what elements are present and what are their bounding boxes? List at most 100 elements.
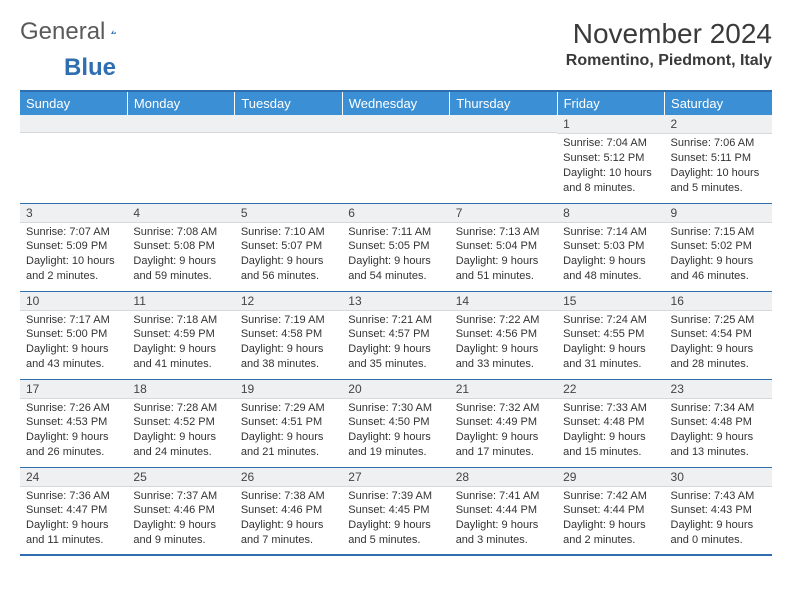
day-data: Sunrise: 7:21 AMSunset: 4:57 PMDaylight:… bbox=[342, 311, 449, 376]
day-data: Sunrise: 7:29 AMSunset: 4:51 PMDaylight:… bbox=[235, 399, 342, 464]
sunset-line: Sunset: 4:51 PM bbox=[241, 415, 336, 430]
calendar-cell-empty bbox=[450, 115, 557, 203]
calendar-cell: 18Sunrise: 7:28 AMSunset: 4:52 PMDayligh… bbox=[127, 379, 234, 467]
sunrise-line: Sunrise: 7:36 AM bbox=[26, 489, 121, 504]
sunset-line: Sunset: 4:46 PM bbox=[241, 503, 336, 518]
day-number: 18 bbox=[127, 380, 234, 399]
sunset-line: Sunset: 4:48 PM bbox=[563, 415, 658, 430]
day-number: 21 bbox=[450, 380, 557, 399]
day-data: Sunrise: 7:43 AMSunset: 4:43 PMDaylight:… bbox=[665, 487, 772, 552]
sunset-line: Sunset: 4:48 PM bbox=[671, 415, 766, 430]
sunrise-line: Sunrise: 7:24 AM bbox=[563, 313, 658, 328]
sunrise-line: Sunrise: 7:17 AM bbox=[26, 313, 121, 328]
sunset-line: Sunset: 5:05 PM bbox=[348, 239, 443, 254]
calendar-cell: 26Sunrise: 7:38 AMSunset: 4:46 PMDayligh… bbox=[235, 467, 342, 555]
daylight-line: Daylight: 9 hours and 3 minutes. bbox=[456, 518, 551, 548]
calendar-cell: 29Sunrise: 7:42 AMSunset: 4:44 PMDayligh… bbox=[557, 467, 664, 555]
day-data: Sunrise: 7:38 AMSunset: 4:46 PMDaylight:… bbox=[235, 487, 342, 552]
sunset-line: Sunset: 5:02 PM bbox=[671, 239, 766, 254]
calendar-cell: 5Sunrise: 7:10 AMSunset: 5:07 PMDaylight… bbox=[235, 203, 342, 291]
daylight-line: Daylight: 9 hours and 31 minutes. bbox=[563, 342, 658, 372]
brand-word1: General bbox=[20, 18, 105, 46]
calendar-cell: 15Sunrise: 7:24 AMSunset: 4:55 PMDayligh… bbox=[557, 291, 664, 379]
calendar-row: 10Sunrise: 7:17 AMSunset: 5:00 PMDayligh… bbox=[20, 291, 772, 379]
daylight-line: Daylight: 9 hours and 41 minutes. bbox=[133, 342, 228, 372]
day-data: Sunrise: 7:22 AMSunset: 4:56 PMDaylight:… bbox=[450, 311, 557, 376]
calendar-cell: 3Sunrise: 7:07 AMSunset: 5:09 PMDaylight… bbox=[20, 203, 127, 291]
day-number: 9 bbox=[665, 204, 772, 223]
day-number: 1 bbox=[557, 115, 664, 134]
day-number: 5 bbox=[235, 204, 342, 223]
day-number: 28 bbox=[450, 468, 557, 487]
weekday-header-row: SundayMondayTuesdayWednesdayThursdayFrid… bbox=[20, 91, 772, 115]
sunrise-line: Sunrise: 7:21 AM bbox=[348, 313, 443, 328]
sunset-line: Sunset: 4:46 PM bbox=[133, 503, 228, 518]
sunset-line: Sunset: 5:12 PM bbox=[563, 151, 658, 166]
sunset-line: Sunset: 4:59 PM bbox=[133, 327, 228, 342]
sunset-line: Sunset: 4:53 PM bbox=[26, 415, 121, 430]
day-data: Sunrise: 7:25 AMSunset: 4:54 PMDaylight:… bbox=[665, 311, 772, 376]
day-number-empty bbox=[450, 115, 557, 133]
calendar-cell: 16Sunrise: 7:25 AMSunset: 4:54 PMDayligh… bbox=[665, 291, 772, 379]
day-data: Sunrise: 7:18 AMSunset: 4:59 PMDaylight:… bbox=[127, 311, 234, 376]
daylight-line: Daylight: 9 hours and 51 minutes. bbox=[456, 254, 551, 284]
day-data: Sunrise: 7:14 AMSunset: 5:03 PMDaylight:… bbox=[557, 223, 664, 288]
sunset-line: Sunset: 4:57 PM bbox=[348, 327, 443, 342]
calendar-cell: 4Sunrise: 7:08 AMSunset: 5:08 PMDaylight… bbox=[127, 203, 234, 291]
sunset-line: Sunset: 4:55 PM bbox=[563, 327, 658, 342]
day-number: 22 bbox=[557, 380, 664, 399]
day-number: 25 bbox=[127, 468, 234, 487]
daylight-line: Daylight: 9 hours and 54 minutes. bbox=[348, 254, 443, 284]
calendar-cell-empty bbox=[342, 115, 449, 203]
day-data: Sunrise: 7:15 AMSunset: 5:02 PMDaylight:… bbox=[665, 223, 772, 288]
day-data: Sunrise: 7:10 AMSunset: 5:07 PMDaylight:… bbox=[235, 223, 342, 288]
day-number: 12 bbox=[235, 292, 342, 311]
day-data: Sunrise: 7:41 AMSunset: 4:44 PMDaylight:… bbox=[450, 487, 557, 552]
day-data: Sunrise: 7:19 AMSunset: 4:58 PMDaylight:… bbox=[235, 311, 342, 376]
calendar-cell-empty bbox=[235, 115, 342, 203]
sunrise-line: Sunrise: 7:06 AM bbox=[671, 136, 766, 151]
weekday-header: Monday bbox=[127, 91, 234, 115]
daylight-line: Daylight: 9 hours and 35 minutes. bbox=[348, 342, 443, 372]
daylight-line: Daylight: 9 hours and 59 minutes. bbox=[133, 254, 228, 284]
sunset-line: Sunset: 5:04 PM bbox=[456, 239, 551, 254]
calendar-cell: 10Sunrise: 7:17 AMSunset: 5:00 PMDayligh… bbox=[20, 291, 127, 379]
day-data: Sunrise: 7:28 AMSunset: 4:52 PMDaylight:… bbox=[127, 399, 234, 464]
daylight-line: Daylight: 9 hours and 46 minutes. bbox=[671, 254, 766, 284]
weekday-header: Thursday bbox=[450, 91, 557, 115]
day-data: Sunrise: 7:06 AMSunset: 5:11 PMDaylight:… bbox=[665, 134, 772, 199]
day-data: Sunrise: 7:39 AMSunset: 4:45 PMDaylight:… bbox=[342, 487, 449, 552]
calendar-cell: 25Sunrise: 7:37 AMSunset: 4:46 PMDayligh… bbox=[127, 467, 234, 555]
calendar-cell-empty bbox=[20, 115, 127, 203]
sunrise-line: Sunrise: 7:04 AM bbox=[563, 136, 658, 151]
day-number: 6 bbox=[342, 204, 449, 223]
sunrise-line: Sunrise: 7:34 AM bbox=[671, 401, 766, 416]
day-number: 14 bbox=[450, 292, 557, 311]
sunset-line: Sunset: 4:54 PM bbox=[671, 327, 766, 342]
calendar-cell: 24Sunrise: 7:36 AMSunset: 4:47 PMDayligh… bbox=[20, 467, 127, 555]
sunset-line: Sunset: 4:56 PM bbox=[456, 327, 551, 342]
sunset-line: Sunset: 4:43 PM bbox=[671, 503, 766, 518]
calendar-cell-empty bbox=[127, 115, 234, 203]
weekday-header: Saturday bbox=[665, 91, 772, 115]
day-number: 30 bbox=[665, 468, 772, 487]
day-number-empty bbox=[127, 115, 234, 133]
sunset-line: Sunset: 5:09 PM bbox=[26, 239, 121, 254]
sunset-line: Sunset: 5:08 PM bbox=[133, 239, 228, 254]
daylight-line: Daylight: 9 hours and 56 minutes. bbox=[241, 254, 336, 284]
day-number: 29 bbox=[557, 468, 664, 487]
calendar-cell: 2Sunrise: 7:06 AMSunset: 5:11 PMDaylight… bbox=[665, 115, 772, 203]
sunset-line: Sunset: 5:11 PM bbox=[671, 151, 766, 166]
day-data: Sunrise: 7:17 AMSunset: 5:00 PMDaylight:… bbox=[20, 311, 127, 376]
day-number: 26 bbox=[235, 468, 342, 487]
sunset-line: Sunset: 5:03 PM bbox=[563, 239, 658, 254]
day-number: 10 bbox=[20, 292, 127, 311]
day-data: Sunrise: 7:32 AMSunset: 4:49 PMDaylight:… bbox=[450, 399, 557, 464]
sunrise-line: Sunrise: 7:25 AM bbox=[671, 313, 766, 328]
calendar-row: 3Sunrise: 7:07 AMSunset: 5:09 PMDaylight… bbox=[20, 203, 772, 291]
day-data: Sunrise: 7:04 AMSunset: 5:12 PMDaylight:… bbox=[557, 134, 664, 199]
calendar-cell: 27Sunrise: 7:39 AMSunset: 4:45 PMDayligh… bbox=[342, 467, 449, 555]
calendar-cell: 1Sunrise: 7:04 AMSunset: 5:12 PMDaylight… bbox=[557, 115, 664, 203]
sunrise-line: Sunrise: 7:19 AM bbox=[241, 313, 336, 328]
daylight-line: Daylight: 9 hours and 24 minutes. bbox=[133, 430, 228, 460]
